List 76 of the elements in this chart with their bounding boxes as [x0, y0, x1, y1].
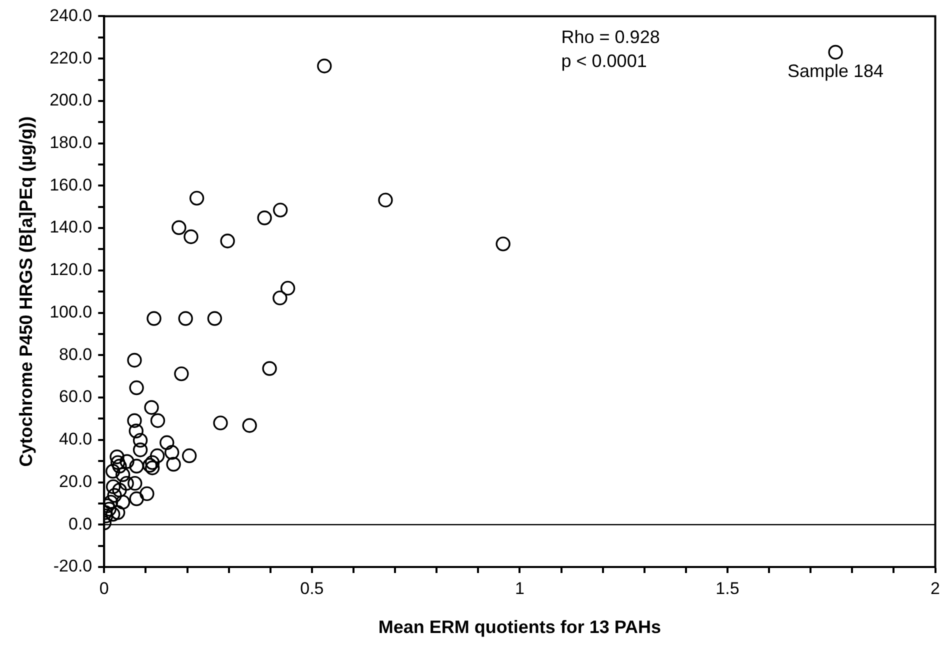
x-axis-title: Mean ERM quotients for 13 PAHs [378, 617, 662, 638]
point [160, 435, 174, 450]
y-tick-label: 100.0 [50, 302, 92, 322]
point [129, 380, 144, 396]
x-tick-label: 1.5 [716, 578, 740, 598]
y-tick-label: 60.0 [59, 387, 92, 406]
y-tick-label: 160.0 [50, 175, 92, 194]
point [242, 418, 257, 433]
point [272, 290, 288, 306]
point [182, 448, 197, 464]
point [128, 476, 142, 491]
point [213, 416, 228, 430]
point [107, 488, 122, 503]
point [272, 202, 288, 218]
point [115, 494, 130, 510]
y-tick-label: -20.0 [53, 556, 92, 576]
y-tick-label: 0.0 [68, 514, 92, 534]
point [378, 192, 393, 208]
annotation: Rho = 0.928 [561, 27, 660, 48]
point [317, 58, 332, 74]
point [120, 454, 134, 469]
point [174, 366, 189, 382]
x-tick-label: 0.5 [300, 578, 324, 598]
point [496, 236, 510, 252]
x-tick-label: 2 [930, 578, 940, 598]
point [144, 460, 160, 476]
y-tick-label: 120.0 [50, 260, 92, 280]
y-tick-label: 80.0 [59, 344, 92, 364]
point [127, 352, 142, 368]
point [140, 486, 154, 502]
point [828, 44, 843, 60]
point [280, 280, 296, 296]
point [112, 482, 127, 498]
y-tick-label: 140.0 [50, 218, 92, 237]
point [150, 413, 166, 428]
point [132, 432, 148, 448]
point [144, 455, 160, 470]
y-tick-label: 40.0 [59, 430, 92, 449]
y-tick-label: 180.0 [50, 132, 92, 152]
point [115, 467, 130, 482]
point [110, 455, 126, 470]
point [150, 448, 165, 464]
point [207, 311, 222, 326]
point [127, 413, 142, 428]
y-tick-label: 220.0 [50, 48, 92, 68]
point [184, 229, 198, 244]
point [106, 464, 120, 479]
point [144, 400, 159, 415]
point [146, 311, 162, 326]
point [106, 506, 120, 522]
y-tick-label: 20.0 [59, 472, 92, 491]
point [189, 190, 204, 206]
point [166, 456, 181, 472]
point [257, 210, 272, 226]
point [129, 491, 144, 506]
point [110, 505, 126, 520]
point [112, 458, 127, 474]
y-tick-label: 200.0 [50, 90, 92, 110]
point [220, 234, 235, 248]
x-tick-label: 1 [514, 578, 524, 598]
point [142, 458, 158, 473]
point [106, 479, 121, 494]
point [110, 449, 124, 464]
x-tick-label: 0 [99, 578, 109, 598]
point [172, 220, 186, 235]
point [129, 458, 144, 474]
point [164, 445, 180, 460]
y-axis-title: Cytochrome P450 HRGS (B[a]PEq (µg/g)) [16, 116, 36, 467]
y-tick-label: 240.0 [50, 6, 92, 25]
point [132, 442, 148, 458]
annotation: Sample 184 [788, 61, 884, 82]
point [262, 361, 277, 376]
point [119, 476, 134, 491]
point [178, 311, 193, 326]
point [128, 424, 144, 438]
annotation: p < 0.0001 [561, 51, 647, 72]
